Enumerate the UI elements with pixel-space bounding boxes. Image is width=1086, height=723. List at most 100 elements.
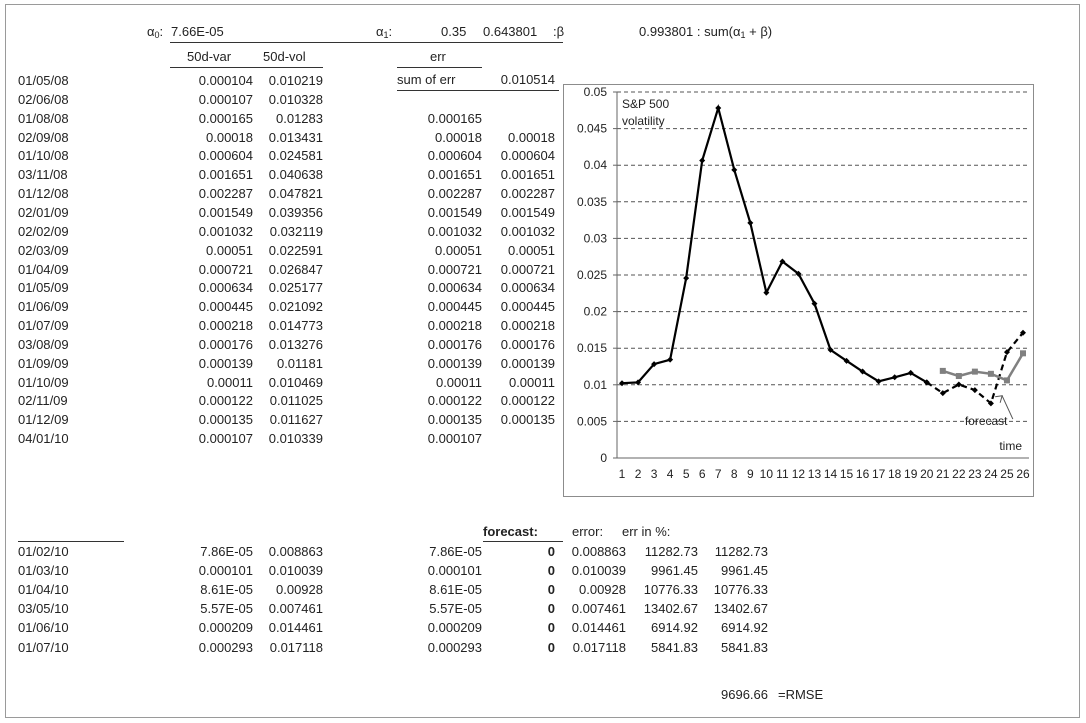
row-err-sum[interactable]: 0.00018 bbox=[508, 129, 555, 145]
forecast-row-err-pct-2[interactable]: 5841.83 bbox=[721, 639, 768, 655]
forecast-row-date[interactable]: 01/02/10 bbox=[18, 544, 69, 559]
row-err-sum[interactable]: 0.002287 bbox=[500, 186, 555, 202]
forecast-row-forecast[interactable]: 0 bbox=[547, 639, 555, 655]
forecast-row-forecast[interactable]: 0 bbox=[547, 601, 555, 617]
forecast-row-50d-vol[interactable]: 0.014461 bbox=[268, 620, 323, 636]
row-date[interactable]: 01/12/08 bbox=[18, 186, 69, 202]
row-50d-vol[interactable]: 0.010219 bbox=[268, 73, 323, 88]
forecast-row-err[interactable]: 0.000101 bbox=[427, 563, 482, 579]
row-err-sum[interactable]: 0.000176 bbox=[500, 336, 555, 352]
row-50d-vol[interactable]: 0.040638 bbox=[268, 167, 323, 183]
row-50d-var[interactable]: 0.000135 bbox=[198, 412, 253, 428]
row-50d-vol[interactable]: 0.013431 bbox=[268, 129, 323, 145]
rmse-value[interactable]: 9696.66 bbox=[721, 687, 768, 702]
row-err[interactable]: 0.001651 bbox=[427, 167, 482, 183]
row-50d-vol[interactable]: 0.024581 bbox=[268, 148, 323, 164]
row-50d-vol[interactable]: 0.013276 bbox=[268, 336, 323, 352]
row-50d-vol[interactable]: 0.032119 bbox=[269, 223, 323, 239]
forecast-row-error[interactable]: 0.010039 bbox=[571, 563, 626, 579]
row-50d-vol[interactable]: 0.021092 bbox=[268, 299, 323, 315]
row-date[interactable]: 02/02/09 bbox=[18, 223, 69, 239]
row-err-sum[interactable]: 0.000122 bbox=[500, 393, 555, 409]
forecast-row-err-pct[interactable]: 5841.83 bbox=[651, 639, 698, 655]
row-err[interactable]: 0.000721 bbox=[427, 261, 482, 277]
forecast-row-err-pct-2[interactable]: 6914.92 bbox=[721, 620, 768, 636]
row-err[interactable]: 0.000139 bbox=[427, 355, 482, 371]
forecast-row-date[interactable]: 03/05/10 bbox=[18, 601, 69, 617]
row-err-sum[interactable]: 0.000634 bbox=[500, 280, 555, 296]
forecast-row-50d-var[interactable]: 0.000101 bbox=[198, 563, 253, 579]
row-50d-vol[interactable]: 0.010339 bbox=[268, 431, 323, 447]
row-date[interactable]: 02/09/08 bbox=[18, 129, 69, 145]
forecast-row-err[interactable]: 5.57E-05 bbox=[429, 601, 482, 617]
forecast-row-error[interactable]: 0.017118 bbox=[572, 639, 626, 655]
row-date[interactable]: 02/11/09 bbox=[18, 393, 68, 409]
row-50d-var[interactable]: 0.000176 bbox=[198, 336, 253, 352]
row-err[interactable]: 0.00011 bbox=[435, 374, 482, 390]
forecast-row-error[interactable]: 0.007461 bbox=[571, 601, 626, 617]
row-50d-vol[interactable]: 0.022591 bbox=[268, 242, 323, 258]
forecast-row-50d-vol[interactable]: 0.00928 bbox=[276, 582, 323, 598]
alpha0-value[interactable]: 7.66E-05 bbox=[171, 24, 224, 39]
row-err-sum[interactable]: 0.000139 bbox=[500, 355, 555, 371]
forecast-row-forecast[interactable]: 0 bbox=[547, 620, 555, 636]
row-date[interactable]: 01/05/08 bbox=[18, 73, 69, 88]
forecast-row-50d-vol[interactable]: 0.010039 bbox=[268, 563, 323, 579]
row-err-sum[interactable]: 0.000721 bbox=[500, 261, 555, 277]
row-date[interactable]: 01/10/09 bbox=[18, 374, 69, 390]
forecast-row-error[interactable]: 0.014461 bbox=[571, 620, 626, 636]
row-date[interactable]: 01/09/09 bbox=[18, 355, 69, 371]
row-50d-vol[interactable]: 0.014773 bbox=[268, 318, 323, 334]
forecast-row-err-pct[interactable]: 11282.73 bbox=[644, 544, 698, 559]
forecast-row-50d-var[interactable]: 7.86E-05 bbox=[200, 544, 253, 559]
row-50d-var[interactable]: 0.000604 bbox=[198, 148, 253, 164]
row-date[interactable]: 02/01/09 bbox=[18, 204, 69, 220]
row-err[interactable]: 0.000634 bbox=[427, 280, 482, 296]
row-err[interactable]: 0.00051 bbox=[435, 242, 482, 258]
row-err-sum[interactable]: 0.000445 bbox=[500, 299, 555, 315]
row-err[interactable]: 0.000165 bbox=[427, 110, 482, 126]
row-err[interactable]: 0.001032 bbox=[427, 223, 482, 239]
row-50d-var[interactable]: 0.000139 bbox=[198, 355, 253, 371]
forecast-row-error[interactable]: 0.008863 bbox=[571, 544, 626, 559]
forecast-row-50d-var[interactable]: 8.61E-05 bbox=[200, 582, 253, 598]
row-err-sum[interactable]: 0.00051 bbox=[508, 242, 555, 258]
row-err-sum[interactable]: 0.000135 bbox=[500, 412, 555, 428]
alpha1-value[interactable]: 0.35 bbox=[441, 24, 467, 39]
row-50d-var[interactable]: 0.000165 bbox=[198, 110, 253, 126]
row-err[interactable]: 0.002287 bbox=[427, 186, 482, 202]
row-50d-var[interactable]: 0.000218 bbox=[198, 318, 253, 334]
row-err-sum[interactable]: 0.001549 bbox=[500, 204, 555, 220]
row-50d-var[interactable]: 0.00011 bbox=[206, 374, 253, 390]
row-50d-var[interactable]: 0.000634 bbox=[198, 280, 253, 296]
row-date[interactable]: 01/12/09 bbox=[18, 412, 69, 428]
row-date[interactable]: 01/08/08 bbox=[18, 110, 69, 126]
row-err-sum[interactable]: 0.001651 bbox=[500, 167, 555, 183]
forecast-row-forecast[interactable]: 0 bbox=[547, 563, 555, 579]
forecast-row-err-pct-2[interactable]: 13402.67 bbox=[713, 601, 768, 617]
row-50d-var[interactable]: 0.000721 bbox=[198, 261, 253, 277]
row-50d-vol[interactable]: 0.026847 bbox=[268, 261, 323, 277]
forecast-row-err-pct-2[interactable]: 10776.33 bbox=[713, 582, 768, 598]
forecast-row-err-pct[interactable]: 9961.45 bbox=[651, 563, 698, 579]
forecast-row-err[interactable]: 0.000209 bbox=[427, 620, 482, 636]
row-50d-var[interactable]: 0.001549 bbox=[198, 204, 253, 220]
row-50d-var[interactable]: 0.00051 bbox=[206, 242, 253, 258]
forecast-row-err-pct[interactable]: 10776.33 bbox=[643, 582, 698, 598]
forecast-row-err[interactable]: 8.61E-05 bbox=[429, 582, 482, 598]
row-date[interactable]: 01/05/09 bbox=[18, 280, 69, 296]
row-err[interactable]: 0.000107 bbox=[427, 431, 482, 447]
row-50d-vol[interactable]: 0.01181 bbox=[276, 355, 323, 371]
forecast-row-50d-var[interactable]: 5.57E-05 bbox=[200, 601, 253, 617]
row-err[interactable]: 0.000604 bbox=[427, 148, 482, 164]
forecast-row-err-pct[interactable]: 6914.92 bbox=[651, 620, 698, 636]
row-date[interactable]: 01/04/09 bbox=[18, 261, 69, 277]
row-50d-var[interactable]: 0.001651 bbox=[198, 167, 253, 183]
row-err-sum[interactable]: 0.00011 bbox=[508, 374, 555, 390]
row-50d-vol[interactable]: 0.010469 bbox=[268, 374, 323, 390]
row-err[interactable]: 0.000135 bbox=[427, 412, 482, 428]
row-err-sum[interactable]: 0.000604 bbox=[500, 148, 555, 164]
row-50d-var[interactable]: 0.00018 bbox=[206, 129, 253, 145]
row-err[interactable]: 0.000445 bbox=[427, 299, 482, 315]
forecast-row-50d-vol[interactable]: 0.017118 bbox=[269, 639, 323, 655]
